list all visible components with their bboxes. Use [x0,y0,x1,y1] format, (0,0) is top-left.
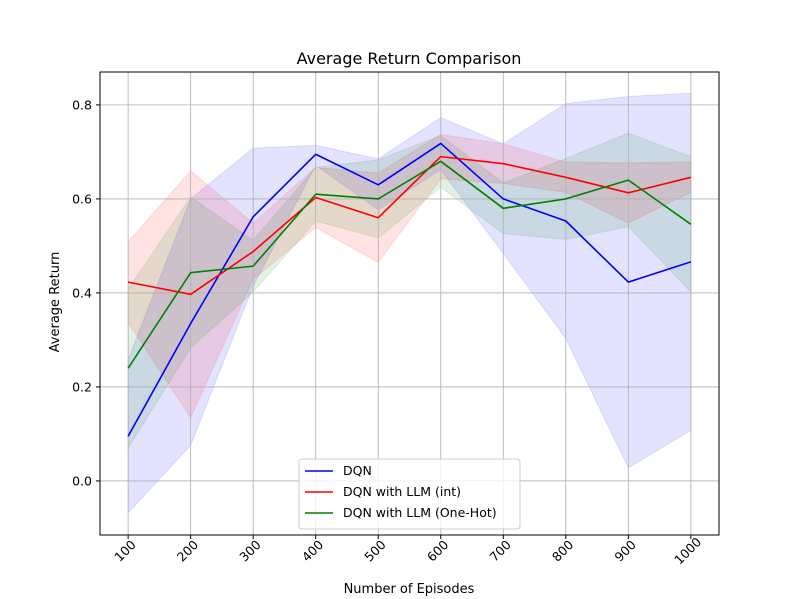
x-tick-label: 700 [486,537,514,565]
legend-label-dqn: DQN [343,463,372,478]
x-tick-label: 400 [299,537,327,565]
series-lines [127,142,692,437]
x-tick-label: 800 [549,537,577,565]
x-tick-label: 600 [424,537,452,565]
x-tick-label: 900 [611,537,639,565]
x-axis-ticks: 100 200 300 400 500 600 700 800 900 1000 [111,534,704,567]
confidence-bands [127,92,692,515]
legend-box [298,458,521,530]
x-tick-label: 1000 [671,534,704,567]
y-tick-label: 0.8 [72,97,92,112]
grid-lines [100,72,719,535]
line-dqn-with-llm-one-hot [127,160,692,369]
plot-frame [99,71,720,536]
x-tick-label: 500 [361,537,389,565]
y-tick-label: 0.2 [72,379,92,394]
chart-title: Average Return Comparison [297,49,522,68]
line-dqn-with-llm-int [127,155,692,296]
legend: DQN DQN with LLM (int) DQN with LLM (One… [298,458,521,530]
y-tick-label: 0.6 [72,191,92,206]
legend-label-dqn-llm-int: DQN with LLM (int) [343,484,461,499]
y-axis-ticks: 0.0 0.2 0.4 0.6 0.8 [72,97,100,488]
y-tick-label: 0.0 [72,473,92,488]
x-tick-label: 200 [174,537,202,565]
x-tick-label: 100 [111,537,139,565]
x-axis-label: Number of Episodes [344,582,475,597]
legend-label-dqn-llm-onehot: DQN with LLM (One-Hot) [343,505,497,520]
x-tick-label: 300 [236,537,264,565]
y-tick-label: 0.4 [72,285,92,300]
y-axis-label: Average Return [48,252,63,353]
